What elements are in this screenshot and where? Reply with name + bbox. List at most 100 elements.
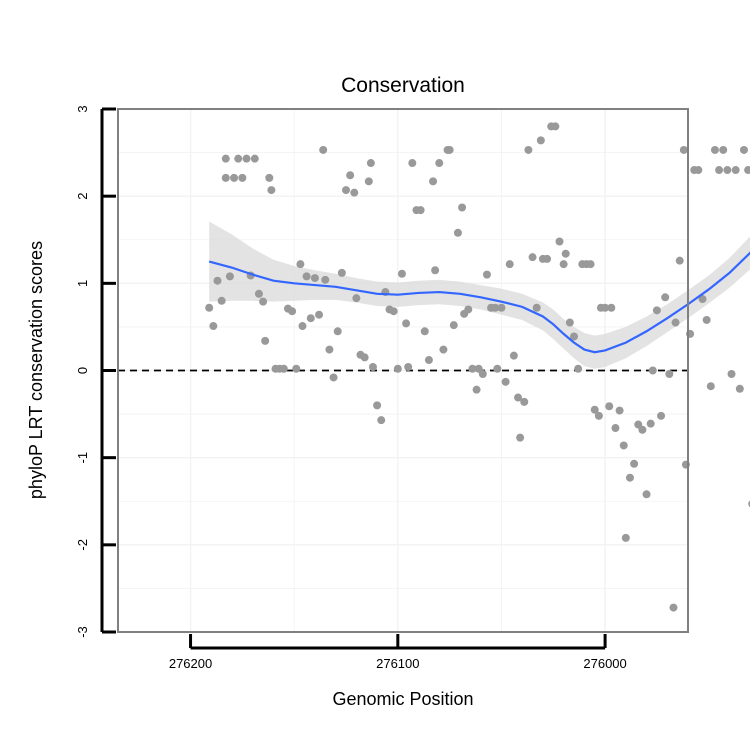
data-point — [555, 237, 564, 246]
data-point — [453, 228, 462, 237]
data-point — [315, 310, 324, 319]
data-point — [514, 393, 523, 402]
y-tick-label: 1 — [75, 280, 90, 287]
data-point — [694, 166, 703, 175]
data-point — [242, 154, 251, 163]
y-tick-label: 3 — [75, 105, 90, 112]
data-point — [706, 382, 715, 391]
data-point — [424, 356, 433, 365]
data-point — [652, 306, 661, 315]
data-point — [565, 318, 574, 327]
data-point — [735, 384, 744, 393]
data-point — [329, 373, 338, 382]
data-point — [445, 145, 454, 154]
data-point — [719, 145, 728, 154]
data-point — [675, 256, 684, 265]
data-point — [679, 145, 688, 154]
data-point — [497, 303, 506, 312]
y-tick-label: -2 — [75, 539, 90, 551]
panel-border — [117, 108, 689, 633]
data-point — [551, 122, 560, 131]
data-point — [321, 275, 330, 284]
axes: -3 -2 -1 0 1 2 3 276200 276100 276000 — [75, 105, 627, 671]
data-point — [615, 406, 624, 415]
data-point — [213, 276, 222, 285]
data-point — [586, 260, 595, 269]
data-point — [288, 307, 297, 316]
data-point — [744, 166, 750, 175]
data-point — [625, 473, 634, 482]
data-point — [254, 289, 263, 298]
data-point — [310, 274, 319, 283]
data-point — [505, 260, 514, 269]
data-point — [543, 254, 552, 263]
data-point — [292, 364, 301, 373]
smooth-line-layer — [208, 251, 750, 354]
data-point — [265, 173, 274, 182]
data-point — [402, 319, 411, 328]
data-point — [638, 425, 647, 434]
data-point — [420, 327, 429, 336]
data-point — [319, 145, 328, 154]
data-point — [337, 268, 346, 277]
data-point — [408, 159, 417, 168]
data-point — [607, 303, 616, 312]
data-point — [570, 332, 578, 341]
data-point — [221, 154, 230, 163]
data-point — [536, 136, 545, 145]
data-point — [464, 305, 473, 314]
data-point — [325, 345, 334, 354]
data-point — [435, 159, 444, 168]
data-point — [389, 307, 398, 316]
data-point — [431, 266, 440, 275]
data-point — [472, 385, 481, 394]
data-point — [373, 401, 382, 410]
data-point — [261, 336, 270, 345]
data-point — [509, 351, 518, 360]
data-point — [209, 322, 218, 331]
data-point — [468, 364, 477, 373]
chart-title: Conservation — [341, 74, 465, 97]
x-tick-label: 276100 — [376, 656, 419, 671]
x-tick-label: 276200 — [169, 656, 212, 671]
data-point — [234, 154, 243, 163]
data-point — [559, 260, 568, 269]
x-tick-label: 276000 — [583, 656, 626, 671]
data-point — [306, 314, 315, 323]
data-point — [350, 188, 359, 197]
data-point — [458, 203, 467, 212]
data-point — [416, 206, 425, 215]
data-point — [574, 364, 583, 373]
data-point — [267, 186, 276, 195]
data-point — [296, 260, 305, 269]
data-point — [397, 269, 406, 278]
data-point — [225, 272, 234, 281]
data-point — [520, 397, 529, 406]
data-point — [205, 303, 214, 312]
data-point — [279, 364, 288, 373]
confidence-band-layer — [209, 221, 750, 369]
data-point — [491, 303, 500, 312]
data-point — [621, 533, 630, 542]
data-point — [516, 433, 525, 442]
data-point — [524, 145, 533, 154]
data-point — [250, 154, 259, 163]
data-point — [561, 249, 570, 258]
data-point — [601, 303, 610, 312]
data-point — [501, 377, 510, 386]
data-point — [393, 364, 402, 373]
data-point — [605, 402, 614, 411]
data-point — [671, 318, 680, 327]
data-point — [590, 405, 599, 414]
data-point — [482, 270, 491, 279]
data-point — [528, 253, 537, 262]
y-tick-label: -3 — [75, 626, 90, 638]
y-tick-label: -1 — [75, 452, 90, 464]
data-point — [611, 424, 620, 433]
y-tick-label: 0 — [75, 367, 90, 374]
data-point — [449, 321, 458, 330]
data-point — [594, 411, 603, 420]
data-point — [368, 363, 377, 372]
data-point — [238, 173, 247, 182]
